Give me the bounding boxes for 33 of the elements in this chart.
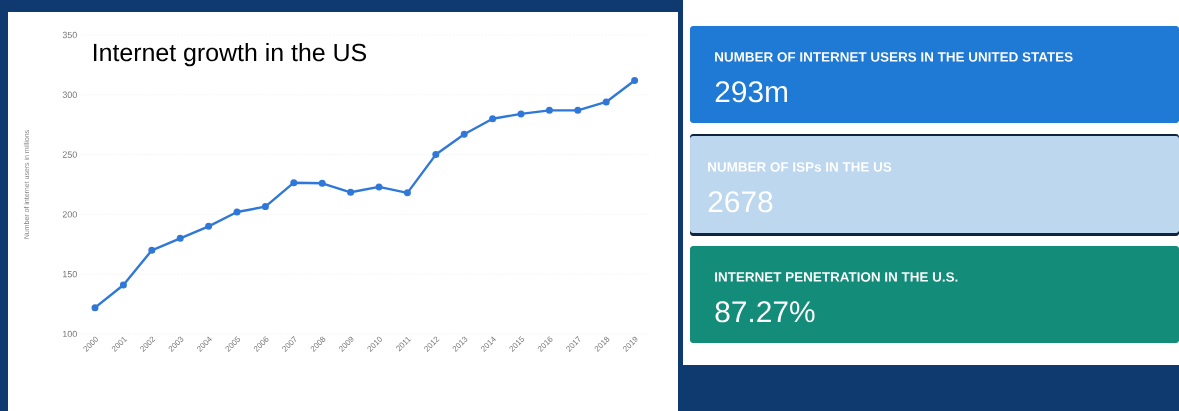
- point: [489, 115, 497, 123]
- point: [375, 183, 383, 191]
- point: [432, 151, 440, 159]
- text: 2678: [708, 191, 773, 213]
- y-tick-label: 300: [62, 91, 77, 98]
- point: [545, 106, 553, 114]
- point: [460, 130, 468, 138]
- point: [347, 188, 355, 196]
- point: [602, 98, 610, 106]
- text: INTERNET PENETRATION IN THE U.S.: [715, 272, 958, 282]
- text: NUMBER OF ISPs IN THE US: [708, 162, 892, 172]
- chart-title: Internet growth in the US: [94, 43, 367, 67]
- point: [205, 222, 213, 230]
- text: NUMBER OF INTERNET USERS IN THE UNITED STATES: [715, 52, 1073, 62]
- point: [233, 208, 241, 216]
- point: [91, 304, 99, 312]
- point: [176, 234, 184, 242]
- point: [290, 179, 298, 187]
- point: [261, 203, 269, 211]
- y-tick-label: 100: [63, 330, 77, 338]
- point: [574, 106, 582, 114]
- point: [119, 281, 127, 289]
- y-tick-label: 150: [63, 271, 77, 278]
- point: [148, 246, 156, 254]
- y-tick-label: 350: [62, 31, 77, 39]
- point: [631, 76, 639, 84]
- point: [517, 110, 525, 118]
- text: 87.27%: [715, 301, 815, 323]
- y-tick-label: 200: [62, 211, 77, 218]
- point: [403, 189, 411, 197]
- point: [318, 179, 326, 187]
- text: 293m: [715, 81, 787, 103]
- y-tick-label: 250: [62, 151, 77, 158]
